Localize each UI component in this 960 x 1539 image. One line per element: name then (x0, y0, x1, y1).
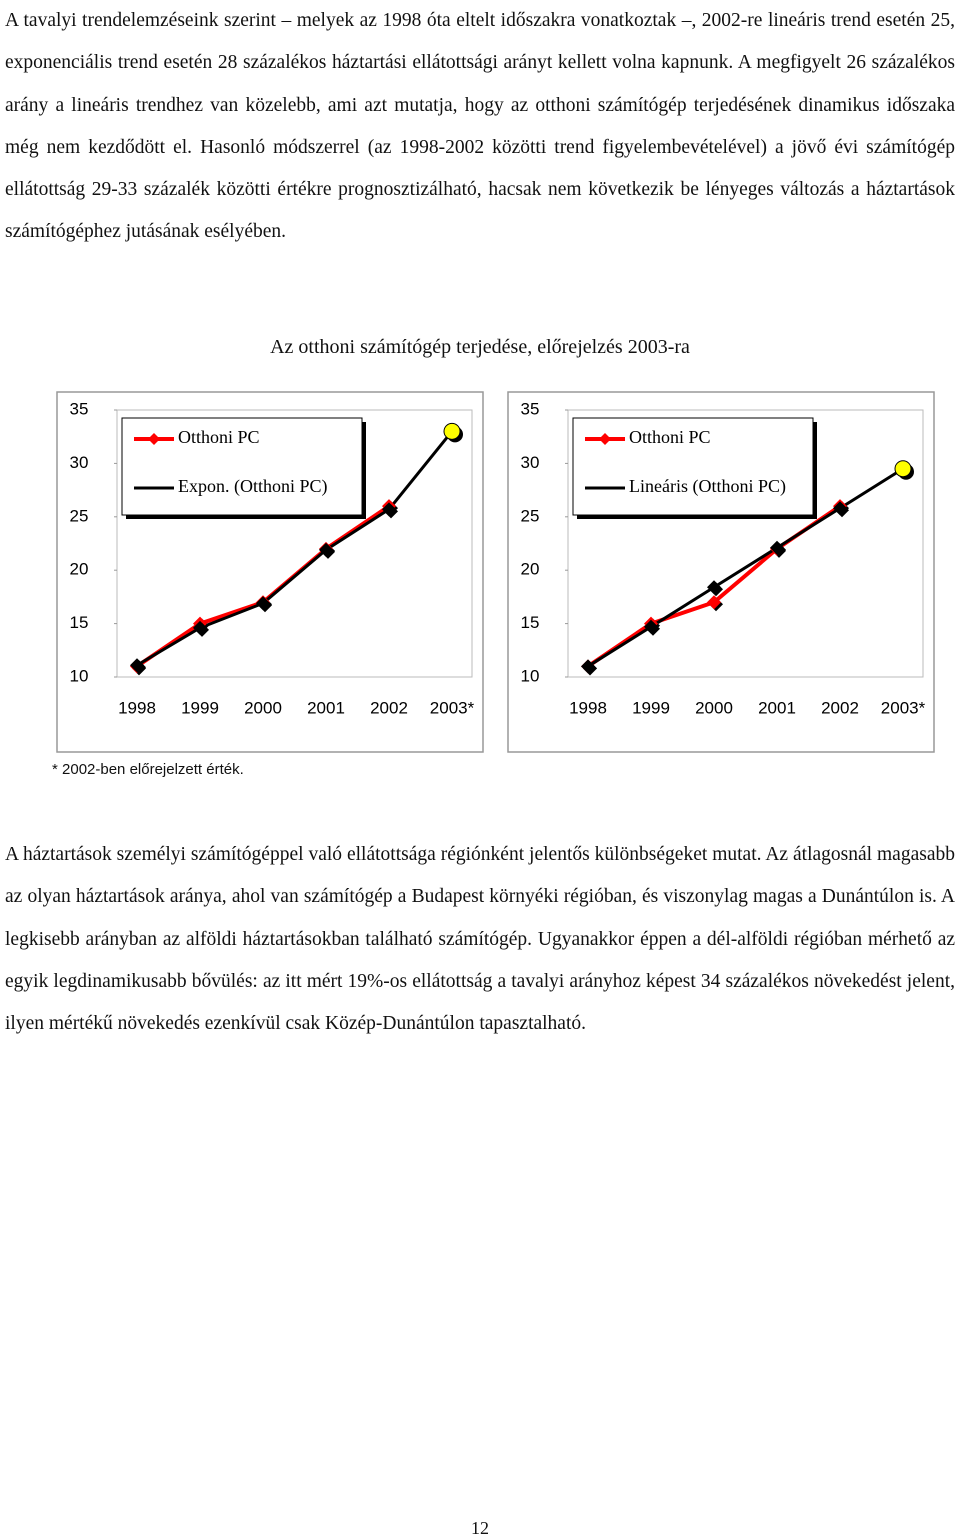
x-tick-label: 2001 (758, 698, 796, 717)
x-tick-label: 1999 (632, 698, 670, 717)
plot-area (116, 409, 473, 678)
y-tick-label: 20 (521, 560, 540, 579)
y-tick-label: 35 (521, 399, 540, 418)
marker (770, 540, 784, 555)
x-tick-label: 2000 (695, 698, 733, 717)
y-tick-label: 30 (521, 453, 540, 472)
marker (130, 658, 144, 673)
marker (644, 619, 658, 634)
x-tick-label: 2003* (881, 698, 926, 717)
y-tick-label: 30 (70, 453, 89, 472)
y-tick-label: 35 (70, 399, 89, 418)
x-tick-label: 1998 (118, 698, 156, 717)
paragraph: A tavalyi trendelemzéseink szerint – mel… (5, 10, 955, 243)
x-tick-label: 1998 (569, 698, 607, 717)
x-tick-label: 2001 (307, 698, 345, 717)
forecast-marker (443, 422, 461, 440)
legend-label: Expon. (Otthoni PC) (178, 476, 328, 497)
y-tick-label: 10 (70, 666, 89, 685)
paragraph: A háztartások személyi számítógéppel val… (5, 844, 955, 1035)
marker (193, 620, 207, 635)
series-line (136, 430, 454, 667)
marker (707, 595, 721, 610)
marker (581, 659, 595, 674)
legend (121, 417, 363, 516)
y-tick-label: 20 (70, 560, 89, 579)
legend-label: Otthoni PC (629, 427, 711, 447)
plot-area (567, 409, 924, 678)
marker (833, 501, 847, 516)
y-tick-label: 25 (70, 506, 89, 525)
legend-label: Otthoni PC (178, 427, 260, 447)
footnote: * 2002-ben előrejelzett érték. (52, 761, 244, 778)
figure-title: Az otthoni számítógép terjedése, előreje… (270, 336, 690, 358)
series-line (587, 467, 904, 668)
legend-marker (148, 433, 160, 445)
marker (707, 580, 721, 595)
x-tick-label: 1999 (181, 698, 219, 717)
legend-marker (599, 433, 611, 445)
x-tick-label: 2000 (244, 698, 282, 717)
marker (319, 542, 333, 557)
marker (382, 502, 396, 517)
charts: 10 15 20 25 30 35 1998 1999 2000 2001 2002 2003* Ott… (56, 391, 935, 753)
y-tick-label: 15 (521, 613, 540, 632)
page-number: 12 (471, 1518, 489, 1538)
y-tick-label: 25 (521, 506, 540, 525)
y-tick-label: 15 (70, 613, 89, 632)
marker (256, 596, 270, 611)
x-tick-label: 2002 (821, 698, 859, 717)
forecast-marker (894, 460, 912, 478)
legend (572, 417, 814, 516)
x-tick-label: 2002 (370, 698, 408, 717)
legend-label: Lineáris (Otthoni PC) (629, 476, 786, 497)
x-tick-label: 2003* (430, 698, 475, 717)
y-tick-label: 10 (521, 666, 540, 685)
